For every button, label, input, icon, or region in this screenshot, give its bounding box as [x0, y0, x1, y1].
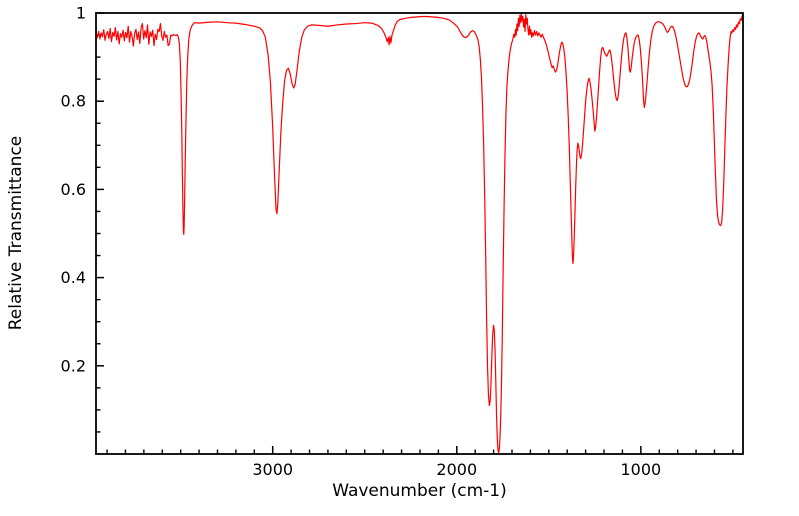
- spectrum-line: [95, 12, 744, 454]
- axis-ticks: [96, 12, 734, 454]
- tick-labels: 3000 2000 1000 1 0.8 0.6 0.4 0.2: [61, 4, 662, 480]
- y-tick-label: 0.6: [61, 180, 86, 199]
- y-tick-label: 0.8: [61, 92, 86, 111]
- y-tick-label: 0.4: [61, 268, 86, 287]
- y-axis-label: Relative Transmittance: [6, 135, 26, 331]
- y-tick-label: 1: [76, 4, 86, 23]
- x-tick-label: 2000: [436, 460, 477, 479]
- y-tick-label: 0.2: [61, 356, 86, 375]
- plot-border: [95, 12, 744, 455]
- x-tick-label: 1000: [620, 460, 661, 479]
- x-axis-label: Wavenumber (cm-1): [332, 481, 507, 501]
- x-tick-label: 3000: [252, 460, 293, 479]
